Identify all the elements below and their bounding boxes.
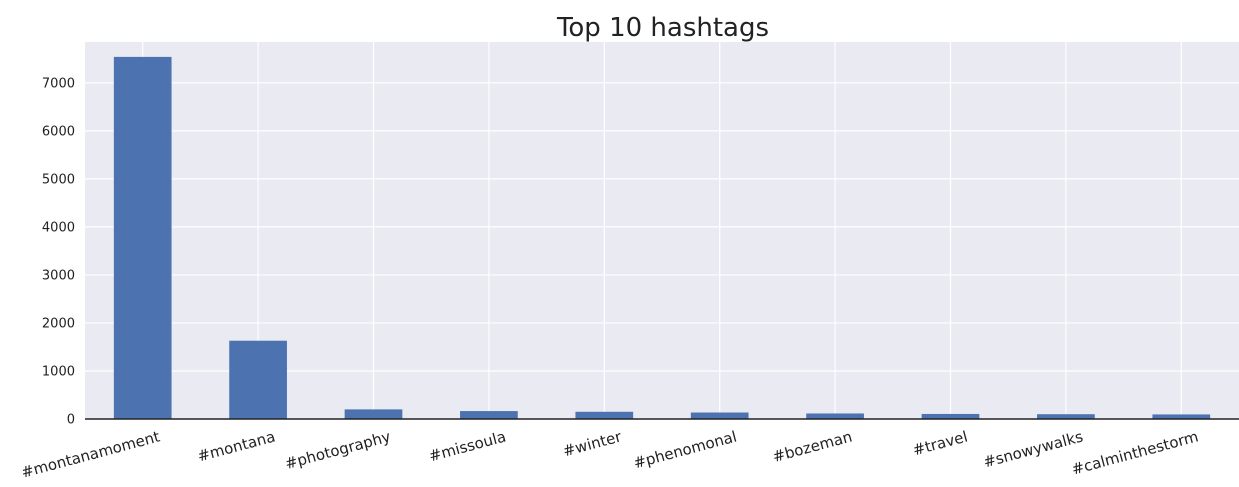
x-tick-label: #phenomonal: [632, 427, 739, 472]
x-tick-label: #snowywalks: [981, 427, 1085, 471]
x-tick-label: #bozeman: [771, 427, 855, 466]
bar: [113, 56, 172, 419]
x-tick-label: #calminthestorm: [1070, 427, 1201, 478]
y-axis-ticks: 0 1000 2000 3000 4000 5000 6000 7000: [42, 76, 75, 427]
y-tick-label: 7000: [42, 76, 75, 91]
bar: [344, 409, 403, 419]
x-tick-label: #winter: [561, 427, 624, 460]
bar: [690, 412, 749, 419]
bar: [806, 413, 864, 419]
bar: [229, 340, 287, 419]
y-tick-label: 5000: [42, 172, 75, 187]
x-tick-label: #travel: [911, 427, 970, 459]
y-tick-label: 1000: [42, 364, 75, 379]
y-tick-label: 2000: [42, 316, 75, 331]
x-tick-label: #photography: [283, 427, 393, 473]
x-tick-label: #missoula: [427, 427, 508, 465]
bar: [1152, 414, 1211, 419]
bar: [575, 411, 634, 419]
y-tick-label: 3000: [42, 268, 75, 283]
bar: [921, 413, 980, 419]
chart-title: Top 10 hashtags: [556, 13, 769, 43]
bar: [460, 411, 518, 419]
y-tick-label: 0: [67, 413, 75, 428]
bar: [1037, 414, 1095, 419]
y-tick-label: 4000: [42, 220, 75, 235]
y-tick-label: 6000: [42, 124, 75, 139]
x-tick-label: #montana: [196, 427, 278, 465]
x-tick-label: #montanamoment: [19, 427, 162, 481]
bars: [113, 56, 1211, 419]
x-axis-ticks: #montanamoment #montana #photography #misso…: [19, 427, 1200, 482]
